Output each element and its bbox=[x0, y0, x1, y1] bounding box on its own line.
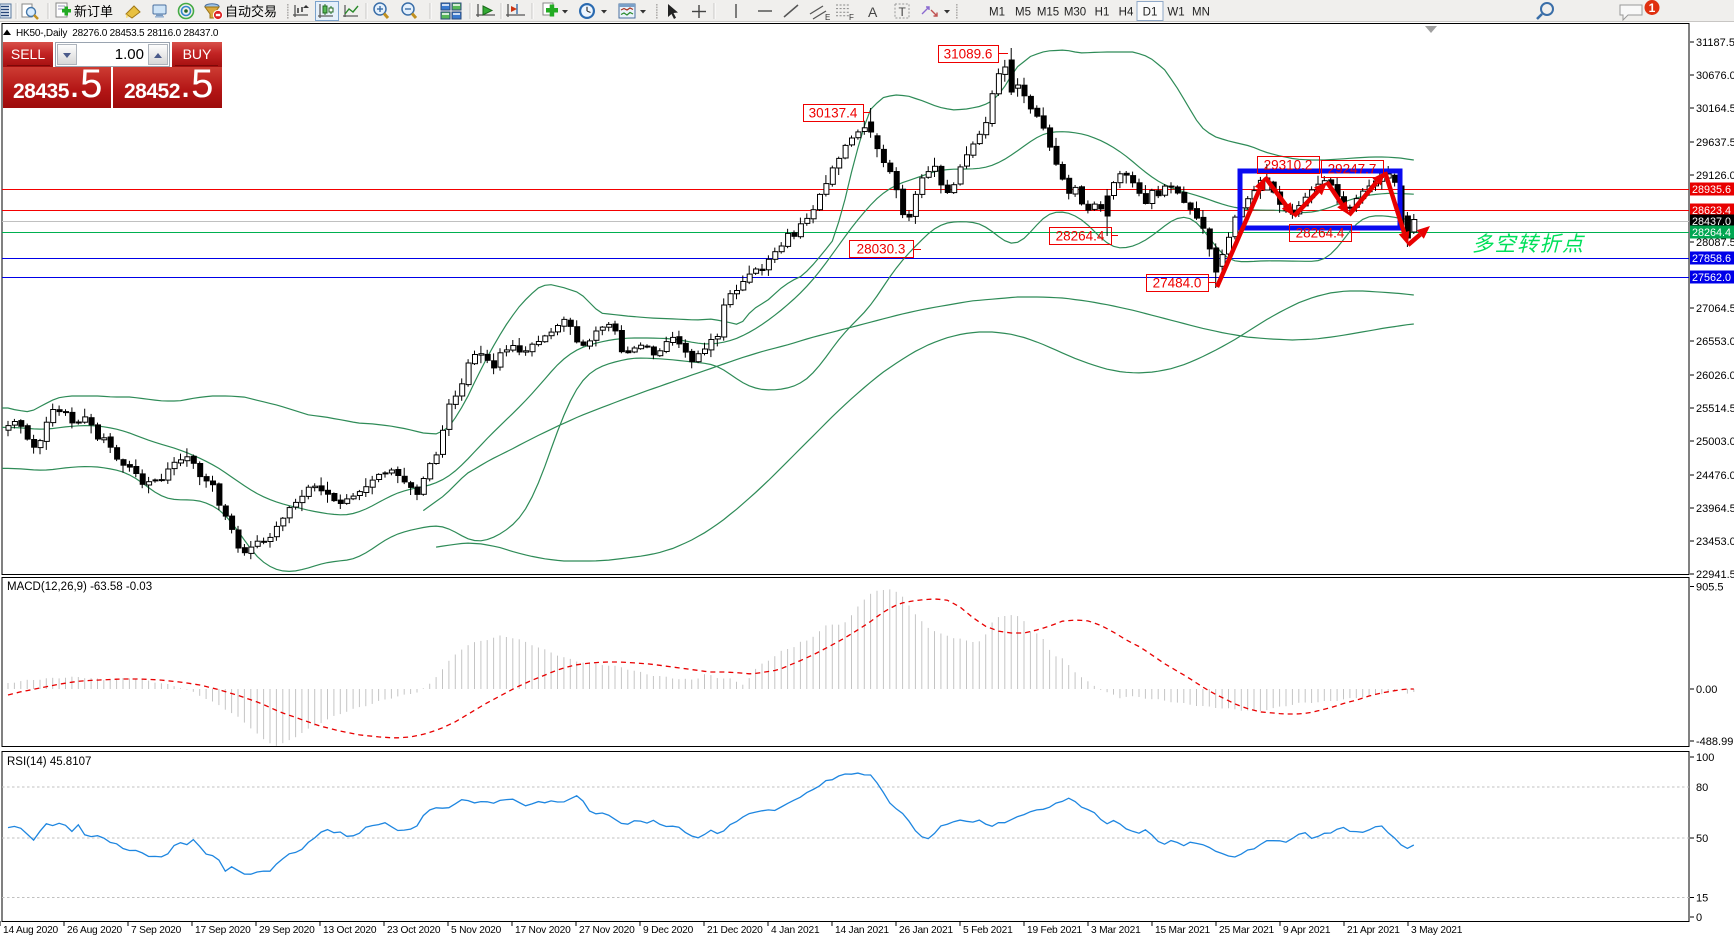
svg-text:13 Oct 2020: 13 Oct 2020 bbox=[323, 925, 377, 936]
svg-text:14 Aug 2020: 14 Aug 2020 bbox=[3, 925, 59, 936]
svg-text:25 Mar 2021: 25 Mar 2021 bbox=[1219, 925, 1275, 936]
svg-text:26 Aug 2020: 26 Aug 2020 bbox=[67, 925, 123, 936]
svg-text:3 May 2021: 3 May 2021 bbox=[1411, 925, 1463, 936]
svg-text:M30: M30 bbox=[1064, 7, 1086, 19]
svg-text:自动交易: 自动交易 bbox=[225, 4, 277, 19]
svg-text:29637.5: 29637.5 bbox=[1696, 137, 1734, 149]
svg-text:W1: W1 bbox=[1167, 7, 1184, 19]
svg-text:T: T bbox=[899, 5, 907, 19]
svg-text:7 Sep 2020: 7 Sep 2020 bbox=[131, 925, 182, 936]
svg-text:28264.4: 28264.4 bbox=[1056, 229, 1105, 244]
svg-text:14 Jan 2021: 14 Jan 2021 bbox=[835, 925, 889, 936]
svg-text:28623.4: 28623.4 bbox=[1692, 205, 1731, 217]
svg-text:A: A bbox=[868, 4, 878, 20]
svg-text:24476.0: 24476.0 bbox=[1696, 470, 1734, 482]
svg-text:M1: M1 bbox=[989, 7, 1005, 19]
svg-text:26026.0: 26026.0 bbox=[1696, 370, 1734, 382]
svg-text:17 Nov 2020: 17 Nov 2020 bbox=[515, 925, 571, 936]
svg-text:27562.0: 27562.0 bbox=[1692, 272, 1731, 284]
svg-text:30676.0: 30676.0 bbox=[1696, 70, 1734, 82]
svg-text:HK50-,Daily 28276.0 28453.5 2: HK50-,Daily 28276.0 28453.5 28116.0 2843… bbox=[16, 28, 219, 39]
svg-text:F: F bbox=[849, 13, 854, 22]
svg-text:27484.0: 27484.0 bbox=[1153, 276, 1202, 291]
svg-text:80: 80 bbox=[1696, 782, 1708, 794]
svg-text:RSI(14) 45.8107: RSI(14) 45.8107 bbox=[7, 756, 91, 768]
svg-text:28030.3: 28030.3 bbox=[857, 242, 906, 257]
svg-text:25514.5: 25514.5 bbox=[1696, 403, 1734, 415]
svg-text:905.5: 905.5 bbox=[1696, 582, 1724, 594]
svg-text:E: E bbox=[825, 13, 830, 22]
svg-text:M15: M15 bbox=[1037, 7, 1059, 19]
svg-text:21 Apr 2021: 21 Apr 2021 bbox=[1347, 925, 1400, 936]
svg-text:9 Apr 2021: 9 Apr 2021 bbox=[1283, 925, 1331, 936]
svg-text:5 Feb 2021: 5 Feb 2021 bbox=[963, 925, 1013, 936]
svg-text:17 Sep 2020: 17 Sep 2020 bbox=[195, 925, 251, 936]
svg-text:50: 50 bbox=[1696, 833, 1708, 845]
svg-text:H1: H1 bbox=[1095, 7, 1110, 19]
svg-text:15: 15 bbox=[1696, 893, 1708, 905]
svg-text:D1: D1 bbox=[1143, 7, 1158, 19]
svg-text:30164.5: 30164.5 bbox=[1696, 103, 1734, 115]
svg-text:21 Dec 2020: 21 Dec 2020 bbox=[707, 925, 763, 936]
svg-text:30137.4: 30137.4 bbox=[809, 106, 858, 121]
svg-text:4 Jan 2021: 4 Jan 2021 bbox=[771, 925, 820, 936]
svg-text:MN: MN bbox=[1192, 7, 1210, 19]
svg-text:9 Dec 2020: 9 Dec 2020 bbox=[643, 925, 694, 936]
svg-text:28087.5: 28087.5 bbox=[1696, 237, 1734, 249]
svg-text:19 Feb 2021: 19 Feb 2021 bbox=[1027, 925, 1083, 936]
svg-text:MACD(12,26,9) -63.58 -0.03: MACD(12,26,9) -63.58 -0.03 bbox=[7, 581, 152, 593]
svg-text:28264.4: 28264.4 bbox=[1296, 226, 1345, 241]
svg-text:0.00: 0.00 bbox=[1696, 684, 1717, 696]
svg-text:27 Nov 2020: 27 Nov 2020 bbox=[579, 925, 635, 936]
svg-text:26 Jan 2021: 26 Jan 2021 bbox=[899, 925, 953, 936]
svg-text:H4: H4 bbox=[1119, 7, 1134, 19]
svg-text:29247.7: 29247.7 bbox=[1328, 162, 1377, 177]
svg-text:5 Nov 2020: 5 Nov 2020 bbox=[451, 925, 502, 936]
svg-text:23 Oct 2020: 23 Oct 2020 bbox=[387, 925, 441, 936]
svg-text:28437.0: 28437.0 bbox=[1692, 216, 1731, 228]
svg-text:27064.5: 27064.5 bbox=[1696, 303, 1734, 315]
svg-text:25003.0: 25003.0 bbox=[1696, 436, 1734, 448]
svg-text:1: 1 bbox=[1649, 1, 1656, 15]
svg-text:29310.2: 29310.2 bbox=[1264, 158, 1313, 173]
svg-text:3 Mar 2021: 3 Mar 2021 bbox=[1091, 925, 1141, 936]
svg-text:多空转折点: 多空转折点 bbox=[1472, 233, 1585, 256]
svg-text:28264.4: 28264.4 bbox=[1692, 227, 1731, 239]
svg-text:新订单: 新订单 bbox=[74, 4, 113, 19]
svg-text:31187.5: 31187.5 bbox=[1696, 37, 1734, 49]
svg-text:22941.5: 22941.5 bbox=[1696, 569, 1734, 581]
svg-text:31089.6: 31089.6 bbox=[944, 47, 993, 62]
svg-text:29126.0: 29126.0 bbox=[1696, 170, 1734, 182]
svg-text:28935.6: 28935.6 bbox=[1692, 184, 1731, 196]
svg-text:26553.0: 26553.0 bbox=[1696, 336, 1734, 348]
svg-text:29 Sep 2020: 29 Sep 2020 bbox=[259, 925, 315, 936]
svg-text:27858.6: 27858.6 bbox=[1692, 253, 1731, 265]
svg-text:0: 0 bbox=[1696, 912, 1702, 924]
svg-text:23453.0: 23453.0 bbox=[1696, 536, 1734, 548]
svg-text:23964.5: 23964.5 bbox=[1696, 503, 1734, 515]
svg-text:100: 100 bbox=[1696, 752, 1714, 764]
svg-text:15 Mar 2021: 15 Mar 2021 bbox=[1155, 925, 1211, 936]
svg-text:-488.99: -488.99 bbox=[1696, 736, 1733, 748]
svg-text:M5: M5 bbox=[1015, 7, 1031, 19]
